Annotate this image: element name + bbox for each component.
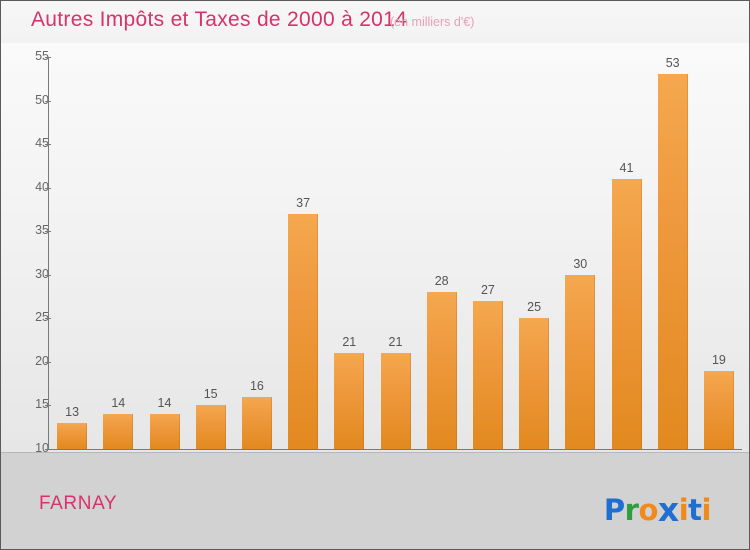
y-axis-tick-mark <box>45 405 51 407</box>
bar-value-label: 27 <box>480 282 495 297</box>
bar-value-label: 14 <box>111 396 126 411</box>
y-axis-tick-mark <box>45 449 51 450</box>
bar-value-label: 21 <box>388 335 403 350</box>
y-axis-tick-mark <box>45 100 51 102</box>
proxiti-logo[interactable]: Proxiti <box>603 489 712 529</box>
y-axis-tick-mark <box>45 274 51 276</box>
y-axis-line <box>48 57 49 449</box>
bar-rect[interactable] <box>149 414 180 449</box>
bar-item[interactable]: 15 <box>195 387 226 449</box>
bar-chart-plot: 10 15 20 25 30 35 40 45 50 55 13 14 14 15 16 37 21 21 28 2… <box>1 43 749 471</box>
bar-item[interactable]: 25 <box>519 300 550 449</box>
bar-item[interactable]: 21 <box>380 335 411 449</box>
commune-name: FARNAY <box>39 493 118 514</box>
bar-item[interactable]: 30 <box>565 257 596 449</box>
bar-value-label: 37 <box>296 195 311 210</box>
bar-value-label: 13 <box>65 404 80 419</box>
bar-item[interactable]: 19 <box>703 353 734 449</box>
bar-value-label: 41 <box>619 160 634 175</box>
page-title: Autres Impôts et Taxes de 2000 à 2014 <box>31 8 408 31</box>
chart-unit-subtitle: (en milliers d'€) <box>390 15 475 29</box>
bar-item[interactable]: 41 <box>611 161 642 449</box>
y-axis-tick-mark <box>45 361 51 363</box>
y-axis-tick-label: 55 <box>35 49 49 63</box>
bar-value-label: 19 <box>711 352 726 367</box>
bar-rect[interactable] <box>703 370 734 449</box>
logo-letter: P <box>603 493 625 527</box>
bar-item[interactable]: 16 <box>241 379 272 449</box>
logo-letter: x <box>657 490 679 529</box>
bar-rect[interactable] <box>288 213 319 449</box>
bar-value-label: 21 <box>342 335 357 350</box>
bar-rect[interactable] <box>380 353 411 449</box>
bar-rect[interactable] <box>565 274 596 449</box>
bar-item[interactable]: 13 <box>57 405 88 449</box>
bar-value-label: 30 <box>573 256 588 271</box>
logo-letter: o <box>638 493 658 527</box>
y-axis-tick-label: 20 <box>35 353 49 368</box>
bar-rect[interactable] <box>334 353 365 449</box>
logo-letter: i <box>678 493 689 527</box>
y-axis-tick-mark <box>45 318 51 320</box>
y-axis-tick-label: 25 <box>35 310 49 325</box>
bar-item[interactable]: 14 <box>103 396 134 449</box>
y-axis-tick-mark <box>45 231 51 233</box>
bar-rect[interactable] <box>195 405 226 449</box>
bar-value-label: 15 <box>203 387 218 402</box>
bar-item[interactable]: 28 <box>426 274 457 449</box>
bar-item[interactable]: 21 <box>334 335 365 449</box>
y-axis-tick-label: 35 <box>35 223 49 238</box>
logo-letter: t <box>688 493 702 527</box>
y-axis-tick-mark <box>45 144 51 146</box>
y-axis-tick-label: 50 <box>35 92 49 107</box>
bar-rect[interactable] <box>241 396 272 449</box>
bar-value-label: 14 <box>157 396 172 411</box>
bar-value-label: 16 <box>249 378 264 393</box>
bar-rect[interactable] <box>472 300 503 449</box>
bar-value-label: 25 <box>527 300 542 315</box>
bar-rect[interactable] <box>57 422 88 449</box>
chart-footer: FARNAY Proxiti <box>1 452 749 549</box>
y-axis-tick-label: 15 <box>35 397 49 412</box>
bar-rect[interactable] <box>657 74 688 449</box>
y-axis-tick-mark <box>45 57 51 58</box>
bar-rect[interactable] <box>426 292 457 449</box>
x-axis-line <box>48 449 742 450</box>
y-axis-tick-label: 45 <box>35 136 49 151</box>
bar-item[interactable]: 14 <box>149 396 180 449</box>
y-axis-tick-label: 40 <box>35 179 49 194</box>
bar-rect[interactable] <box>103 414 134 449</box>
bar-rect[interactable] <box>519 318 550 449</box>
logo-letter: r <box>624 493 639 527</box>
y-axis-tick-mark <box>45 187 51 189</box>
bar-value-label: 28 <box>434 274 449 289</box>
bar-value-label: 53 <box>665 56 680 71</box>
y-axis-tick-label: 10 <box>35 441 49 455</box>
bar-item[interactable]: 27 <box>472 283 503 449</box>
logo-letter: i <box>701 493 712 527</box>
bar-item[interactable]: 37 <box>288 196 319 449</box>
bar-item[interactable]: 53 <box>657 56 688 449</box>
bar-rect[interactable] <box>611 178 642 449</box>
chart-header: Autres Impôts et Taxes de 2000 à 2014 (e… <box>1 1 749 43</box>
y-axis-tick-label: 30 <box>35 266 49 281</box>
